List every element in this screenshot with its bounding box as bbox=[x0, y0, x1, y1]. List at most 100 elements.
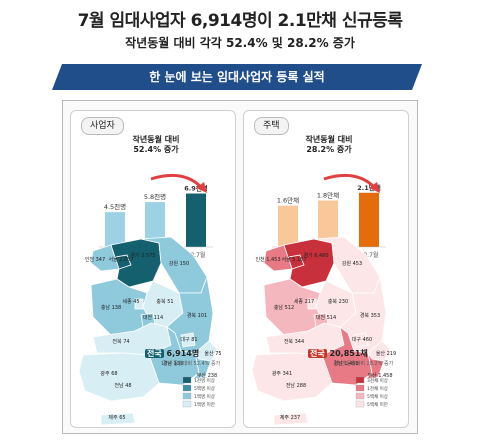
banner-shape bbox=[52, 64, 422, 90]
map-region-label: 충북 230 bbox=[328, 298, 348, 305]
legend-swatch bbox=[182, 384, 192, 392]
panel-operators: 사업자 작년동월 대비 52.4% 증가 4.5천명17.7월5.8천명18.6… bbox=[70, 110, 236, 428]
bar-value-label: 5.8천명 bbox=[144, 192, 166, 201]
map-region-label: 전남 48 bbox=[114, 382, 131, 389]
highlight-value: 20,851채 bbox=[329, 349, 368, 358]
map-region-label: 제주 237 bbox=[280, 414, 300, 421]
map-region-label: 서울 2,057 bbox=[108, 256, 133, 263]
map-region-label: 제주 65 bbox=[108, 414, 125, 421]
map-region-label: 경기 2,575 bbox=[130, 252, 155, 259]
growth-arrow-head bbox=[196, 182, 207, 193]
map-region-label: 경남 133 bbox=[163, 360, 183, 367]
bar-value-label: 1.6만채 bbox=[277, 196, 299, 205]
bar-category-label: 18.7월 bbox=[360, 251, 379, 259]
legend-label: 1백명 미만 bbox=[194, 401, 215, 408]
legend-swatch bbox=[355, 384, 365, 392]
legend-swatch bbox=[355, 376, 365, 384]
map-region bbox=[191, 352, 212, 380]
legend-label: 1백명 이상 bbox=[194, 393, 215, 400]
map-region bbox=[251, 352, 333, 402]
map-region-label: 대전 114 bbox=[143, 314, 163, 321]
map-region-label: 경북 353 bbox=[360, 312, 380, 319]
bar-value-label: 2.1만채 bbox=[357, 183, 380, 192]
legend-swatch bbox=[355, 400, 365, 408]
map-region-label: 부산 1,458 bbox=[367, 372, 392, 379]
map-region-label: 전북 74 bbox=[112, 338, 129, 345]
growth-note-line2: 52.4% 증가 bbox=[133, 145, 179, 154]
highlight-total: 전국 6,914명 bbox=[145, 348, 199, 359]
bar bbox=[186, 193, 206, 247]
growth-note-line2: 28.2% 증가 bbox=[306, 145, 352, 154]
map-region bbox=[273, 412, 309, 426]
map-region bbox=[78, 352, 160, 402]
legend-swatch bbox=[182, 392, 192, 400]
map-region bbox=[180, 332, 196, 348]
map-region-label: 세종 45 bbox=[122, 298, 139, 305]
bar bbox=[318, 200, 338, 247]
map-region bbox=[353, 332, 369, 348]
bar bbox=[145, 202, 165, 247]
map-region-label: 세종 217 bbox=[294, 298, 314, 305]
growth-note-line1: 작년동월 대비 bbox=[305, 135, 353, 144]
page-subtitle: 작년동월 대비 각각 52.4% 및 28.2% 증가 bbox=[125, 36, 355, 50]
map-region-label: 광주 341 bbox=[272, 370, 292, 377]
bar-value-label: 6.9천명 bbox=[184, 184, 207, 193]
map-region-label: 경남 1,468 bbox=[333, 360, 358, 367]
map-region bbox=[364, 352, 385, 380]
highlight-value: 6,914명 bbox=[166, 349, 200, 358]
map-region-label: 부산 238 bbox=[197, 372, 217, 379]
legend-swatch bbox=[182, 400, 192, 408]
legend-swatch bbox=[355, 392, 365, 400]
panel-tag: 사업자 bbox=[81, 117, 124, 135]
map-region-label: 광주 68 bbox=[100, 370, 117, 377]
map-region-label: 경기 6,480 bbox=[303, 252, 328, 259]
map-region-label: 울산 75 bbox=[204, 350, 221, 357]
growth-note: 작년동월 대비 28.2% 증가 bbox=[284, 135, 374, 155]
bar-value-label: 1.8만채 bbox=[317, 191, 339, 200]
banner-title: 한 눈에 보는 임대사업자 등록 실적 bbox=[149, 70, 325, 84]
legend-label: 5백채 이상 bbox=[367, 393, 388, 400]
legend-label: 5백명 이상 bbox=[194, 385, 215, 392]
highlight-region: 전국 bbox=[145, 349, 164, 358]
bar-value-label: 4.5천명 bbox=[104, 202, 126, 211]
map-region-label: 대전 514 bbox=[316, 314, 336, 321]
growth-arrow bbox=[150, 173, 203, 189]
growth-arrow bbox=[323, 173, 376, 189]
section-banner: 한 눈에 보는 임대사업자 등록 실적 bbox=[52, 64, 422, 90]
highlight-region: 전국 bbox=[308, 349, 327, 358]
legend-label: 1천채 이상 bbox=[367, 385, 388, 392]
map-region-label: 대구 460 bbox=[352, 336, 372, 343]
highlight-total: 전국 20,851채 bbox=[308, 348, 368, 359]
highlight-sub: 17년 동월대비 28.2% 증가 bbox=[334, 361, 394, 367]
legend-label: 5백채 미만 bbox=[367, 401, 388, 408]
legend-swatch bbox=[182, 376, 192, 384]
map-region-label: 전북 344 bbox=[284, 338, 304, 345]
highlight-sub: 17년 동월대비 52.4% 증가 bbox=[161, 361, 221, 367]
map-region-label: 강원 150 bbox=[169, 260, 189, 267]
map-region-label: 경북 101 bbox=[187, 312, 207, 319]
map-region-label: 인천 1,453 bbox=[255, 256, 280, 263]
map-region-label: 강원 453 bbox=[342, 260, 362, 267]
map-region-label: 충남 138 bbox=[101, 304, 121, 311]
legend-label: 1천명 이상 bbox=[194, 377, 215, 384]
map-region bbox=[134, 298, 144, 310]
map-region bbox=[100, 412, 136, 426]
page-title: 7월 임대사업자 6,914명이 2.1만채 신규등록 bbox=[77, 11, 403, 31]
growth-arrow-head bbox=[369, 182, 380, 193]
map-region-label: 대구 81 bbox=[180, 336, 197, 343]
growth-note: 작년동월 대비 52.4% 증가 bbox=[111, 135, 201, 155]
legend-label: 3천채 이상 bbox=[367, 377, 388, 384]
bar bbox=[359, 192, 379, 247]
map-region-label: 충남 512 bbox=[274, 304, 294, 311]
map-region-label: 서울 5,187 bbox=[281, 256, 306, 263]
bar bbox=[278, 205, 298, 247]
map-region-label: 충북 51 bbox=[156, 298, 173, 305]
bar bbox=[105, 212, 125, 247]
map-region bbox=[307, 298, 317, 310]
growth-note-line1: 작년동월 대비 bbox=[132, 135, 180, 144]
map-region-label: 울산 219 bbox=[376, 350, 396, 357]
map-region-label: 전남 288 bbox=[286, 382, 306, 389]
map-region-label: 인천 347 bbox=[85, 256, 105, 263]
